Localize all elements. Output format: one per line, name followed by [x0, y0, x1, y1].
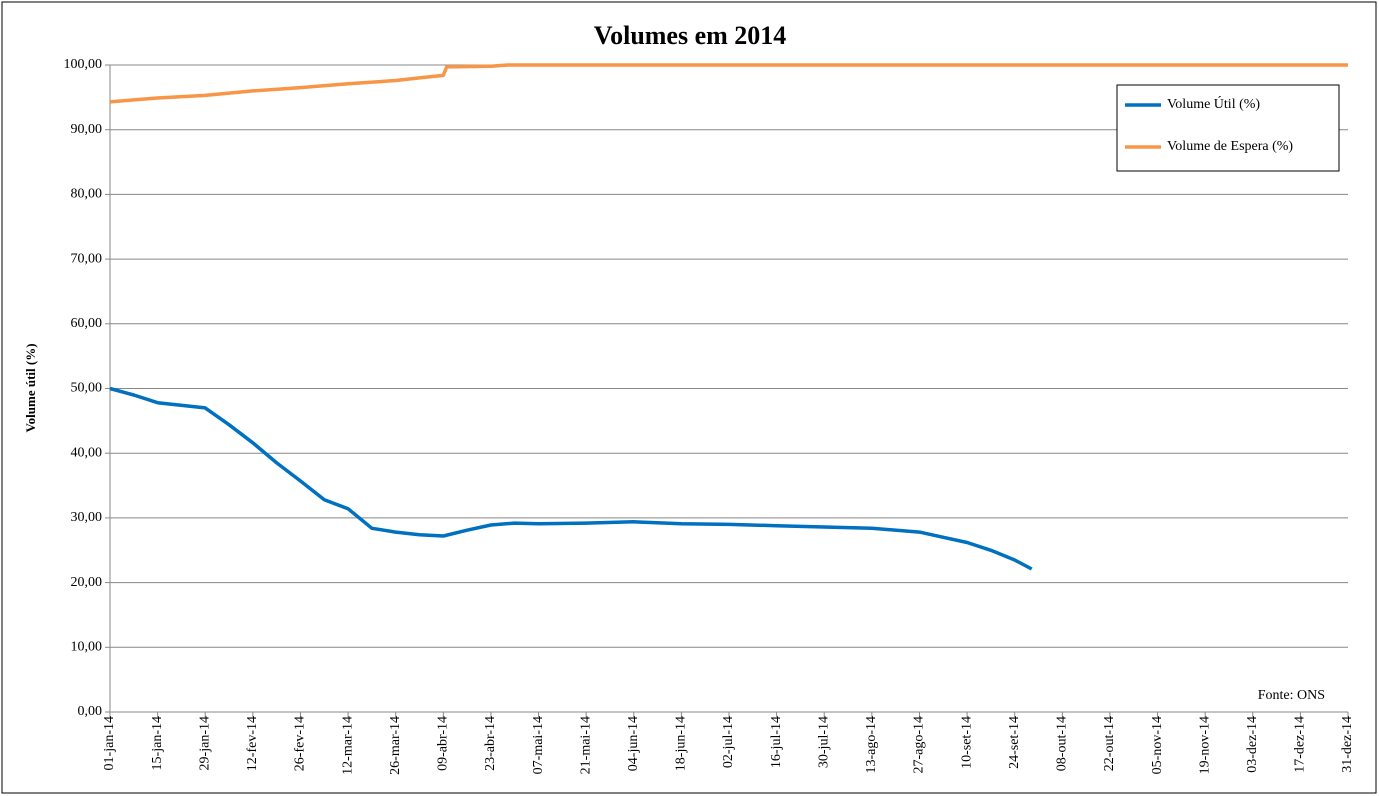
x-tick-label: 19-nov-14	[1197, 716, 1212, 774]
series-line	[109, 386, 1033, 571]
y-tick-label: 100,00	[64, 57, 103, 72]
x-tick-label: 04-jun-14	[626, 716, 641, 771]
x-tick-label: 09-abr-14	[436, 716, 451, 771]
x-tick-label: 12-fev-14	[245, 716, 260, 771]
x-tick-label: 22-out-14	[1102, 716, 1117, 771]
y-tick-label: 40,00	[71, 445, 103, 460]
y-tick-label: 90,00	[71, 122, 103, 137]
x-tick-label: 16-jul-14	[769, 716, 784, 768]
source-note: Fonte: ONS	[1258, 688, 1325, 703]
y-tick-label: 0,00	[78, 704, 103, 719]
legend-box	[1116, 84, 1340, 172]
x-tick-label: 07-mai-14	[531, 716, 546, 774]
x-tick-label: 18-jun-14	[674, 716, 689, 771]
x-tick-label: 13-ago-14	[864, 716, 879, 774]
x-tick-label: 17-dez-14	[1293, 716, 1308, 773]
x-tick-label: 29-jan-14	[197, 716, 212, 770]
y-tick-label: 60,00	[71, 316, 103, 331]
x-tick-label: 08-out-14	[1055, 716, 1070, 771]
legend-label: Volume Útil (%)	[1167, 95, 1260, 112]
y-tick-label: 10,00	[71, 640, 103, 655]
x-tick-label: 30-jul-14	[816, 716, 831, 768]
x-tick-label: 24-set-14	[1007, 716, 1022, 769]
x-tick-label: 01-jan-14	[102, 716, 117, 770]
x-tick-label: 15-jan-14	[150, 716, 165, 770]
y-axis-label: Volume útil (%)	[23, 343, 38, 432]
x-tick-label: 02-jul-14	[721, 716, 736, 768]
x-tick-label: 03-dez-14	[1245, 716, 1260, 773]
x-tick-label: 26-mar-14	[388, 716, 403, 775]
x-tick-label: 26-fev-14	[293, 716, 308, 771]
x-tick-label: 27-ago-14	[912, 716, 927, 774]
legend-label: Volume de Espera (%)	[1167, 139, 1293, 154]
y-tick-label: 50,00	[71, 381, 103, 396]
y-tick-label: 70,00	[71, 251, 103, 266]
x-tick-label: 21-mai-14	[578, 716, 593, 774]
y-tick-label: 20,00	[71, 575, 103, 590]
y-tick-label: 30,00	[71, 510, 103, 525]
chart-title: Volumes em 2014	[594, 21, 787, 50]
x-tick-label: 31-dez-14	[1340, 716, 1355, 773]
y-tick-label: 80,00	[71, 187, 103, 202]
x-tick-label: 10-set-14	[959, 716, 974, 769]
series-line	[109, 63, 1348, 104]
x-tick-label: 23-abr-14	[483, 716, 498, 771]
x-tick-label: 05-nov-14	[1150, 716, 1165, 774]
x-tick-label: 12-mar-14	[340, 716, 355, 775]
